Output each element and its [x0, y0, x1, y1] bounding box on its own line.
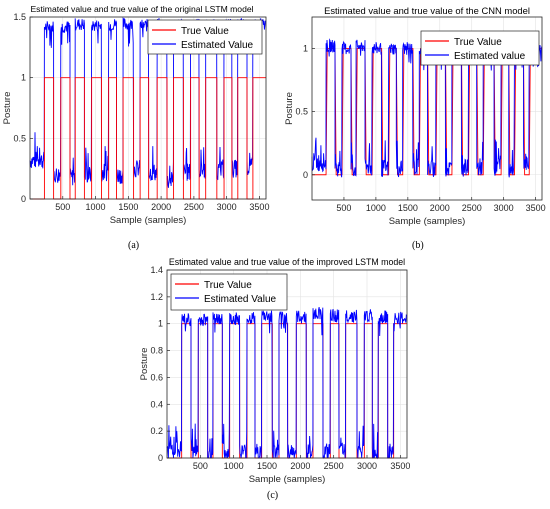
y-tick-label: 1	[158, 319, 163, 329]
x-tick-label: 2000	[290, 461, 310, 471]
x-axis-label: Sample (samples)	[389, 216, 466, 227]
chart-title: Estimated value and true value of the im…	[169, 257, 405, 267]
x-tick-label: 500	[193, 461, 208, 471]
y-tick-label: 0	[21, 194, 26, 204]
y-tick-label: 1	[21, 73, 26, 83]
x-tick-label: 1000	[224, 461, 244, 471]
y-tick-label: 0.5	[295, 107, 308, 117]
y-tick-label: 0.8	[150, 346, 163, 356]
x-tick-label: 2500	[462, 203, 482, 213]
y-tick-label: 0.6	[150, 372, 163, 382]
y-axis-label: Posture	[284, 92, 295, 125]
x-tick-label: 3500	[526, 203, 546, 213]
legend-label: True Value	[204, 280, 252, 291]
axes-frame	[311, 16, 543, 201]
chart-svg: 500 1000 1500 2000 2500 3000 3500 0 0.2 0.4 0.6 0.8…	[139, 257, 410, 485]
x-tick-label: 3000	[357, 461, 377, 471]
axes-frame	[166, 269, 408, 459]
x-tick-label: 3000	[217, 202, 237, 212]
y-tick-label: 0.2	[150, 426, 163, 436]
y-tick-label: 1	[303, 44, 308, 54]
chart-title: Estimated value and true value of the or…	[30, 4, 253, 14]
y-tick-label: 1.5	[13, 12, 26, 22]
legend-label: Estimated value	[454, 51, 526, 62]
x-tick-label: 1000	[86, 202, 106, 212]
x-tick-label: 1500	[257, 461, 277, 471]
x-axis-label: Sample (samples)	[249, 474, 326, 485]
y-axis-label: Posture	[2, 92, 13, 125]
x-tick-label: 500	[336, 203, 351, 213]
x-tick-label: 1500	[118, 202, 138, 212]
x-tick-label: 1500	[398, 203, 418, 213]
legend-label: True Value	[454, 37, 502, 48]
panel-label-c: (c)	[267, 490, 279, 501]
legend-label: Estimated Value	[204, 294, 277, 305]
legend-box	[420, 30, 540, 66]
panel-label-a: (a)	[128, 240, 140, 251]
y-tick-label: 0	[158, 453, 163, 463]
x-tick-label: 2500	[324, 461, 344, 471]
series-line-true-value	[30, 77, 266, 200]
y-tick-label: 0.5	[13, 133, 26, 143]
x-tick-label: 3500	[390, 461, 410, 471]
y-tick-label: 1.4	[150, 265, 163, 275]
chart-title: Estimated value and true value of the CN…	[324, 5, 530, 16]
y-axis-label: Posture	[139, 348, 150, 381]
x-tick-label: 2500	[184, 202, 204, 212]
panel-label-b: (b)	[412, 240, 424, 251]
x-tick-label: 2000	[151, 202, 171, 212]
axes-frame	[29, 16, 267, 200]
chart-panel-b: 500 1000 1500 2000 2500 3000 3500 0 0.5 1 Estimate…	[275, 0, 550, 255]
legend-box	[147, 19, 263, 55]
y-tick-label: 0	[303, 170, 308, 180]
x-tick-label: 500	[55, 202, 70, 212]
x-axis-label: Sample (samples)	[110, 215, 187, 226]
chart-svg: 500 1000 1500 2000 2500 3000 3500 0 0.5 1 1.5 Estim…	[2, 4, 269, 226]
y-tick-label: 0.4	[150, 399, 163, 409]
chart-panel-c: 500 1000 1500 2000 2500 3000 3500 0 0.2 0.4 0.6 0.8…	[135, 252, 415, 504]
y-tick-label: 1.2	[150, 292, 163, 302]
x-tick-label: 1000	[366, 203, 386, 213]
legend-box	[170, 273, 288, 311]
x-tick-label: 3500	[249, 202, 269, 212]
x-tick-label: 2000	[430, 203, 450, 213]
x-tick-label: 3000	[494, 203, 514, 213]
chart-panel-a: 500 1000 1500 2000 2500 3000 3500 0 0.5 1 1.5 Estim…	[0, 0, 275, 255]
legend-label: True Value	[181, 26, 229, 37]
legend-label: Estimated Value	[181, 40, 254, 51]
series-line-estimated-value	[166, 307, 408, 460]
chart-svg: 500 1000 1500 2000 2500 3000 3500 0 0.5 1 Estimate…	[284, 5, 546, 227]
